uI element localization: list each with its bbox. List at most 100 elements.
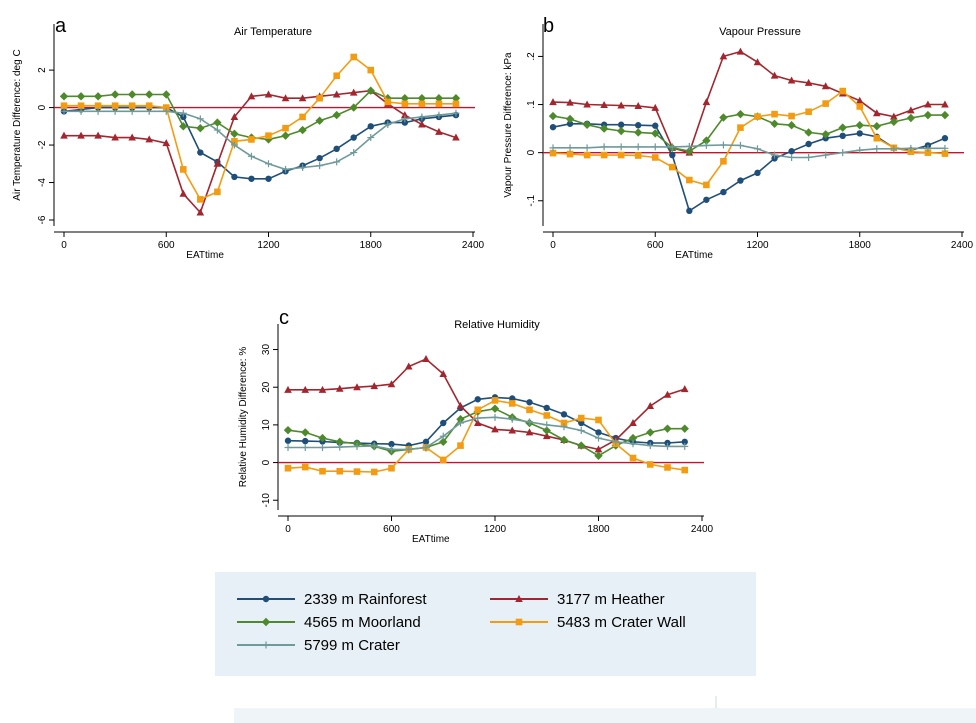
data-point bbox=[663, 390, 672, 398]
legend-marker-icon bbox=[262, 595, 270, 603]
data-point bbox=[787, 76, 796, 84]
data-point bbox=[417, 94, 427, 103]
data-point bbox=[754, 113, 761, 120]
data-point bbox=[771, 151, 779, 159]
data-point bbox=[435, 111, 443, 119]
data-point bbox=[582, 120, 592, 129]
legend-label: 2339 m Rainforest bbox=[304, 591, 427, 608]
data-point bbox=[335, 384, 344, 392]
legend-item-5483-m-crater-wall: 5483 m Crater Wall bbox=[490, 614, 686, 631]
chart-title: Relative Humidity bbox=[454, 319, 540, 331]
data-point bbox=[264, 135, 273, 144]
data-point bbox=[404, 362, 413, 370]
data-point bbox=[333, 158, 341, 166]
data-point bbox=[474, 396, 481, 403]
data-point bbox=[284, 437, 292, 444]
data-point bbox=[583, 100, 591, 108]
data-point bbox=[367, 123, 374, 130]
data-point bbox=[214, 188, 221, 196]
data-point bbox=[128, 102, 136, 110]
x-tick-label: 1200 bbox=[484, 524, 507, 535]
data-point bbox=[299, 113, 306, 121]
data-point bbox=[923, 110, 933, 120]
data-point bbox=[634, 152, 642, 159]
data-point bbox=[93, 92, 103, 101]
legend-item-5799-m-crater: 5799 m Crater bbox=[237, 637, 400, 654]
data-point bbox=[350, 53, 358, 61]
data-point bbox=[754, 145, 761, 153]
data-point bbox=[336, 443, 344, 451]
series-line bbox=[288, 416, 685, 451]
x-tick-label: 2400 bbox=[691, 524, 714, 535]
panel-letter: c bbox=[279, 307, 289, 329]
series-5799-m-crater bbox=[60, 107, 460, 173]
data-point bbox=[804, 128, 813, 137]
legend-marker-icon bbox=[515, 618, 523, 626]
data-point bbox=[282, 124, 289, 132]
data-point bbox=[353, 383, 361, 391]
data-point bbox=[388, 445, 395, 453]
series-line bbox=[64, 89, 457, 215]
data-point bbox=[336, 467, 344, 475]
data-point bbox=[422, 443, 430, 451]
data-point bbox=[418, 100, 426, 108]
data-point bbox=[316, 94, 323, 102]
data-point bbox=[298, 125, 307, 135]
data-point bbox=[77, 131, 85, 139]
data-point bbox=[435, 127, 443, 135]
data-point bbox=[230, 112, 239, 120]
data-point bbox=[560, 419, 568, 427]
data-point bbox=[422, 354, 430, 362]
data-point bbox=[301, 428, 310, 437]
data-point bbox=[526, 406, 533, 414]
y-tick-label: -6 bbox=[37, 215, 48, 224]
data-point bbox=[771, 110, 778, 118]
y-tick-label: 0 bbox=[37, 104, 48, 110]
data-point bbox=[720, 158, 727, 165]
data-point bbox=[839, 87, 847, 95]
data-point bbox=[543, 404, 550, 412]
data-point bbox=[335, 437, 344, 447]
data-point bbox=[703, 181, 710, 189]
data-point bbox=[681, 466, 689, 474]
data-point bbox=[941, 144, 949, 152]
data-point bbox=[805, 153, 813, 161]
series-5483-m-crater-wall bbox=[284, 397, 689, 476]
x-tick-label: 0 bbox=[550, 240, 556, 251]
data-point bbox=[651, 129, 660, 138]
data-point bbox=[753, 58, 762, 66]
data-point bbox=[856, 103, 864, 110]
data-point bbox=[770, 71, 779, 79]
series-3177-m-heather bbox=[284, 354, 689, 453]
data-point bbox=[542, 432, 551, 440]
data-point bbox=[366, 86, 375, 95]
data-point bbox=[526, 418, 533, 426]
data-point bbox=[422, 438, 430, 446]
data-point bbox=[319, 467, 326, 475]
y-tick-label: 20 bbox=[261, 381, 272, 393]
legend-item-2339-m-rainforest: 2339 m Rainforest bbox=[237, 591, 427, 608]
data-point bbox=[549, 144, 557, 152]
data-point bbox=[162, 90, 171, 99]
series-line bbox=[288, 358, 686, 451]
data-point bbox=[788, 112, 795, 120]
data-point bbox=[770, 119, 779, 128]
legend: 2339 m Rainforest 3177 m Heather 4565 m Mo… bbox=[237, 591, 686, 654]
data-point bbox=[231, 138, 238, 145]
data-point bbox=[542, 426, 551, 435]
data-point bbox=[663, 424, 672, 433]
data-point bbox=[316, 154, 323, 162]
data-point bbox=[197, 149, 204, 156]
data-point bbox=[560, 411, 568, 418]
data-point bbox=[401, 100, 409, 108]
data-point bbox=[162, 107, 170, 115]
data-point bbox=[440, 419, 447, 427]
data-point bbox=[680, 424, 689, 433]
series-4565-m-moorland bbox=[59, 86, 461, 144]
data-point bbox=[788, 153, 796, 161]
data-point bbox=[128, 133, 136, 141]
data-point bbox=[94, 102, 102, 110]
y-axis-label: Vapour Pressure Difference: kPa bbox=[503, 52, 514, 198]
data-point bbox=[668, 163, 676, 171]
data-point bbox=[197, 196, 204, 203]
